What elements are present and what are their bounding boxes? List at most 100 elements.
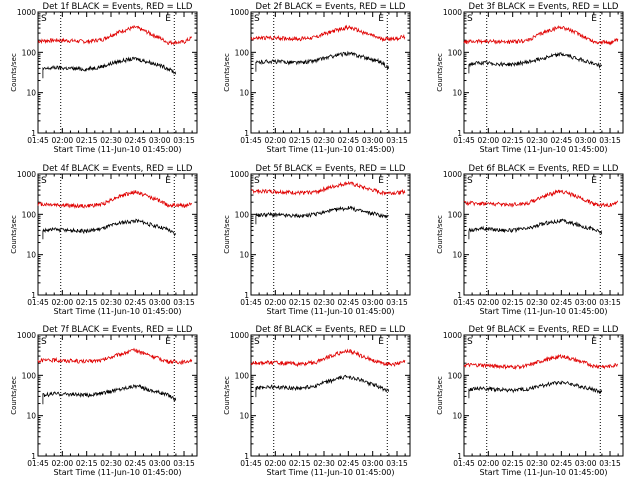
y-tick-label: 10 bbox=[452, 251, 462, 260]
chart-panel: Det 6f BLACK = Events, RED = LLD 1 10 100 10… bbox=[436, 164, 624, 316]
events-series-line bbox=[468, 51, 603, 74]
x-tick-label: 01:45 bbox=[27, 136, 49, 145]
y-tick-label: 1000 bbox=[230, 331, 249, 340]
end-marker-label: E bbox=[378, 176, 384, 186]
y-tick-label: 10 bbox=[26, 412, 36, 421]
events-series-line bbox=[42, 218, 177, 240]
chart-title: Det 6f BLACK = Events, RED = LLD bbox=[469, 164, 619, 174]
x-axis-label: Start Time (11-Jun-10 01:45:00) bbox=[267, 468, 395, 477]
lld-series-line bbox=[37, 25, 192, 46]
x-tick-label: 03:15 bbox=[599, 136, 621, 145]
y-axis-label: Counts/sec bbox=[223, 53, 231, 92]
x-tick-label: 02:30 bbox=[526, 136, 548, 145]
end-marker-label: E bbox=[591, 176, 597, 186]
x-tick-label: 02:45 bbox=[125, 298, 147, 307]
x-tick-label: 02:45 bbox=[338, 298, 360, 307]
events-series-line bbox=[255, 205, 389, 225]
x-axis-label: Start Time (11-Jun-10 01:45:00) bbox=[267, 307, 395, 316]
chart-title: Det 1f BLACK = Events, RED = LLD bbox=[43, 2, 193, 12]
start-marker-label: S bbox=[254, 337, 260, 347]
x-tick-label: 03:00 bbox=[149, 136, 171, 145]
y-tick-label: 10 bbox=[452, 412, 462, 421]
chart-panel: Det 7f BLACK = Events, RED = LLD 1 10 100 10… bbox=[10, 325, 198, 477]
lld-series-line bbox=[37, 190, 193, 210]
plot-frame bbox=[37, 173, 198, 296]
x-tick-label: 02:30 bbox=[313, 459, 335, 468]
x-tick-label: 02:15 bbox=[76, 136, 98, 145]
events-series-line bbox=[255, 50, 390, 72]
x-tick-label: 03:15 bbox=[173, 298, 195, 307]
x-tick-label: 02:45 bbox=[338, 136, 360, 145]
end-marker-label: E bbox=[165, 14, 171, 24]
end-marker-label: E bbox=[165, 337, 171, 347]
y-tick-label: 100 bbox=[448, 48, 463, 57]
start-marker-label: S bbox=[254, 176, 260, 186]
x-tick-label: 02:30 bbox=[100, 298, 122, 307]
chart-panel: Det 3f BLACK = Events, RED = LLD 1 10 100 10… bbox=[436, 2, 624, 154]
lld-series-line bbox=[37, 347, 193, 366]
y-axis-label: Counts/sec bbox=[223, 215, 231, 254]
x-tick-label: 03:15 bbox=[599, 459, 621, 468]
chart-panel: Det 5f BLACK = Events, RED = LLD 1 10 100 10… bbox=[223, 164, 411, 316]
y-tick-label: 1 bbox=[244, 291, 249, 300]
events-series-line bbox=[42, 384, 177, 405]
start-marker-label: S bbox=[41, 337, 47, 347]
x-axis-label: Start Time (11-Jun-10 01:45:00) bbox=[267, 145, 395, 154]
y-tick-label: 10 bbox=[26, 251, 36, 260]
x-tick-label: 01:45 bbox=[453, 298, 475, 307]
start-marker-label: S bbox=[467, 176, 473, 186]
y-tick-label: 1 bbox=[244, 452, 249, 461]
lld-series-line bbox=[463, 25, 619, 46]
x-tick-label: 02:15 bbox=[289, 298, 311, 307]
events-series-line bbox=[255, 374, 390, 398]
chart-panel: Det 1f BLACK = Events, RED = LLD 1 10 100 10… bbox=[10, 2, 198, 154]
y-axis-label: Counts/sec bbox=[223, 376, 231, 415]
plot-frame bbox=[463, 334, 624, 457]
chart-title: Det 7f BLACK = Events, RED = LLD bbox=[43, 325, 193, 335]
x-tick-label: 02:45 bbox=[551, 459, 573, 468]
y-tick-label: 100 bbox=[235, 210, 250, 219]
lld-series-line bbox=[250, 24, 406, 43]
lld-series-line bbox=[250, 348, 406, 368]
x-tick-label: 02:00 bbox=[478, 136, 500, 145]
end-marker-label: E bbox=[378, 337, 384, 347]
chart-title: Det 5f BLACK = Events, RED = LLD bbox=[256, 164, 406, 174]
events-series-line bbox=[42, 56, 177, 79]
x-tick-label: 02:30 bbox=[526, 459, 548, 468]
x-tick-label: 02:00 bbox=[52, 459, 74, 468]
x-tick-label: 02:30 bbox=[100, 136, 122, 145]
events-series-line bbox=[468, 380, 603, 399]
x-tick-label: 02:00 bbox=[265, 136, 287, 145]
x-tick-label: 03:15 bbox=[386, 459, 408, 468]
x-tick-label: 03:15 bbox=[173, 459, 195, 468]
x-axis-label: Start Time (11-Jun-10 01:45:00) bbox=[54, 145, 182, 154]
end-marker-label: E bbox=[591, 337, 597, 347]
x-tick-label: 02:15 bbox=[76, 298, 98, 307]
x-tick-label: 02:45 bbox=[125, 136, 147, 145]
x-tick-label: 02:15 bbox=[76, 459, 98, 468]
x-tick-label: 02:30 bbox=[313, 136, 335, 145]
plot-frame bbox=[463, 11, 624, 134]
x-tick-label: 02:00 bbox=[478, 298, 500, 307]
x-axis-label: Start Time (11-Jun-10 01:45:00) bbox=[54, 307, 182, 316]
start-marker-label: S bbox=[254, 14, 260, 24]
y-tick-label: 1 bbox=[31, 129, 36, 138]
x-tick-label: 02:15 bbox=[502, 136, 524, 145]
y-tick-label: 100 bbox=[22, 210, 37, 219]
y-tick-label: 10 bbox=[452, 89, 462, 98]
end-marker-label: E bbox=[378, 14, 384, 24]
x-tick-label: 02:45 bbox=[338, 459, 360, 468]
y-tick-label: 1 bbox=[457, 452, 462, 461]
y-tick-label: 1 bbox=[31, 452, 36, 461]
x-tick-label: 01:45 bbox=[453, 459, 475, 468]
plot-frame bbox=[37, 11, 198, 134]
plot-frame bbox=[250, 334, 411, 457]
y-tick-label: 10 bbox=[239, 251, 249, 260]
y-tick-label: 10 bbox=[26, 89, 36, 98]
y-tick-label: 1 bbox=[457, 291, 462, 300]
chart-panel: Det 2f BLACK = Events, RED = LLD 1 10 100 10… bbox=[223, 2, 411, 154]
y-tick-label: 1 bbox=[244, 129, 249, 138]
y-tick-label: 1000 bbox=[17, 170, 36, 179]
x-tick-label: 02:00 bbox=[52, 136, 74, 145]
